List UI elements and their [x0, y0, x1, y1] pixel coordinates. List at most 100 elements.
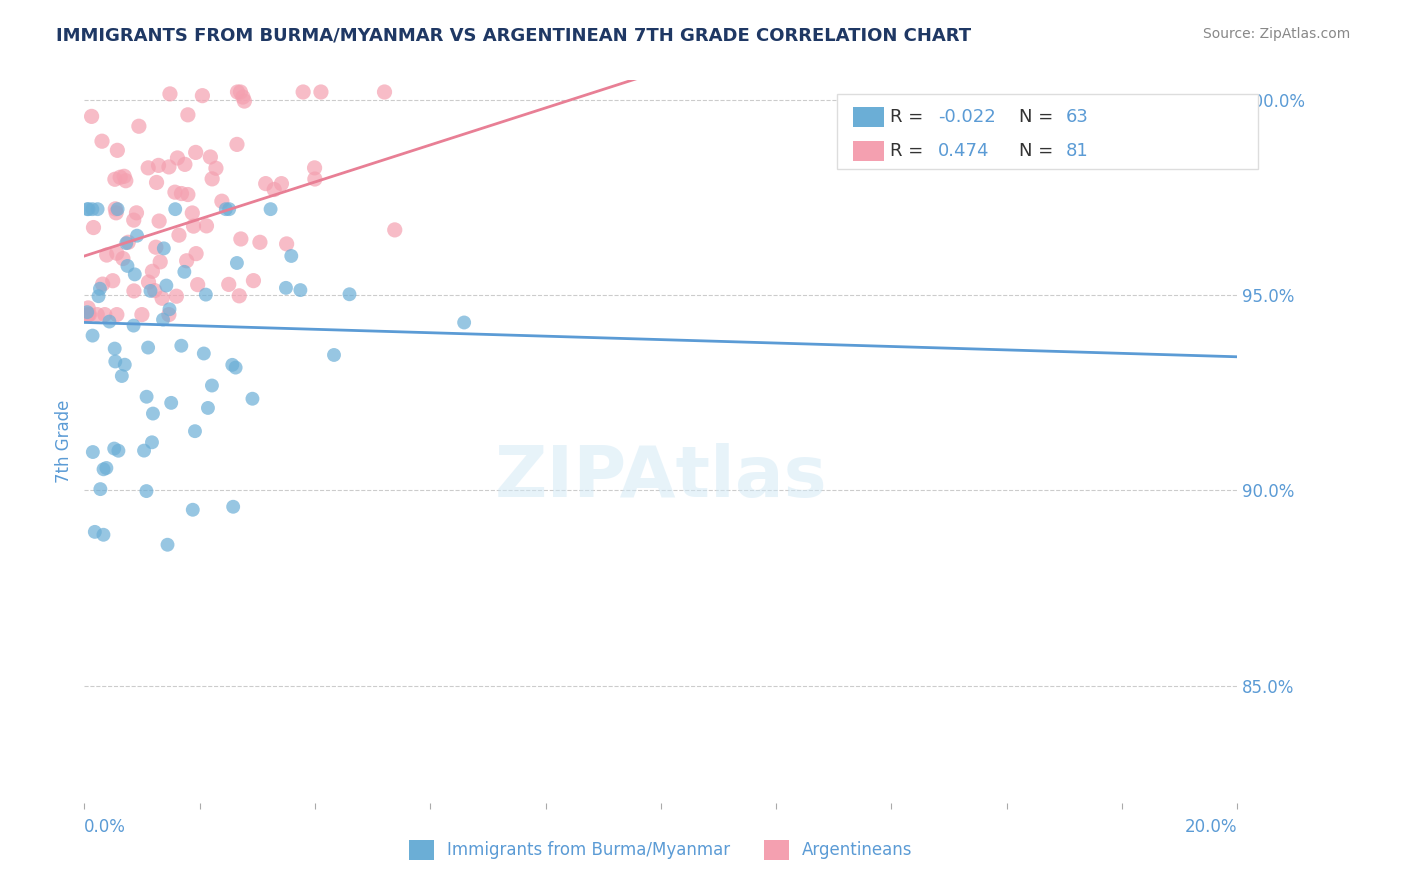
Point — [309, 85, 332, 99]
Point — [141, 264, 163, 278]
Point — [176, 253, 198, 268]
Point — [148, 214, 170, 228]
Point — [263, 182, 285, 196]
Point — [232, 90, 254, 104]
Text: R =: R = — [890, 108, 929, 126]
Point — [77, 202, 100, 216]
Point — [276, 236, 298, 251]
Point — [181, 502, 204, 516]
Point — [83, 524, 105, 539]
Point — [136, 341, 159, 355]
Point — [82, 202, 104, 216]
Text: R =: R = — [890, 142, 929, 160]
Point — [139, 284, 162, 298]
Text: -0.022: -0.022 — [938, 108, 995, 126]
Point — [86, 308, 108, 322]
Point — [183, 219, 205, 234]
Point — [181, 206, 204, 220]
Point — [104, 354, 127, 368]
Point — [94, 308, 117, 322]
Point — [111, 252, 134, 266]
Text: ZIPAtlas: ZIPAtlas — [495, 443, 827, 512]
Point — [201, 172, 224, 186]
Point — [117, 259, 139, 273]
Point — [114, 174, 136, 188]
Point — [184, 246, 207, 260]
Point — [135, 390, 157, 404]
Point — [259, 202, 281, 216]
Text: 0.0%: 0.0% — [84, 818, 127, 836]
Point — [173, 157, 195, 171]
Point — [274, 281, 297, 295]
Point — [145, 176, 167, 190]
Point — [254, 177, 277, 191]
Point — [194, 287, 217, 301]
Point — [108, 170, 131, 185]
Point — [165, 289, 187, 303]
Point — [323, 348, 346, 362]
Point — [156, 538, 179, 552]
Point — [128, 120, 150, 134]
Text: 63: 63 — [1066, 108, 1088, 126]
Text: 0.474: 0.474 — [938, 142, 990, 160]
Point — [453, 316, 475, 330]
Point — [304, 161, 326, 175]
Point — [221, 358, 243, 372]
Point — [159, 87, 181, 101]
Point — [89, 482, 111, 496]
Point — [226, 85, 249, 99]
Point — [304, 172, 326, 186]
Point — [177, 108, 200, 122]
Point — [167, 228, 190, 243]
Point — [135, 484, 157, 499]
Point — [145, 240, 167, 254]
Text: Source: ZipAtlas.com: Source: ZipAtlas.com — [1202, 27, 1350, 41]
Point — [77, 301, 100, 315]
Point — [177, 187, 200, 202]
Point — [222, 500, 245, 514]
Point — [218, 277, 240, 292]
Point — [76, 305, 98, 319]
Point — [107, 443, 129, 458]
Point — [105, 144, 128, 158]
Point — [155, 278, 177, 293]
Text: N =: N = — [1019, 142, 1059, 160]
Point — [122, 284, 145, 298]
Point — [373, 85, 395, 99]
Point — [226, 137, 249, 152]
Point — [131, 308, 153, 322]
Point — [76, 202, 98, 216]
Point — [82, 328, 104, 343]
Point — [384, 223, 406, 237]
Point — [184, 424, 207, 438]
Point — [159, 302, 181, 317]
Point — [111, 369, 134, 384]
Point — [218, 202, 240, 216]
Point — [101, 274, 124, 288]
Point — [124, 268, 146, 282]
Text: 20.0%: 20.0% — [1185, 818, 1237, 836]
Point — [122, 213, 145, 227]
Point — [150, 291, 173, 305]
Point — [201, 378, 224, 392]
Y-axis label: 7th Grade: 7th Grade — [55, 400, 73, 483]
Point — [79, 308, 101, 322]
Point — [104, 342, 127, 356]
Point — [173, 265, 195, 279]
Point — [125, 206, 148, 220]
Point — [270, 177, 292, 191]
Point — [103, 442, 125, 456]
Point — [115, 236, 138, 251]
Text: IMMIGRANTS FROM BURMA/MYANMAR VS ARGENTINEAN 7TH GRADE CORRELATION CHART: IMMIGRANTS FROM BURMA/MYANMAR VS ARGENTI… — [56, 27, 972, 45]
Point — [249, 235, 271, 250]
Point — [149, 255, 172, 269]
Point — [339, 287, 361, 301]
Point — [105, 308, 128, 322]
Point — [91, 134, 114, 148]
Point — [77, 308, 100, 322]
Point — [152, 312, 174, 326]
Point — [242, 274, 264, 288]
Point — [80, 109, 103, 123]
Point — [215, 202, 238, 216]
Point — [104, 202, 127, 216]
